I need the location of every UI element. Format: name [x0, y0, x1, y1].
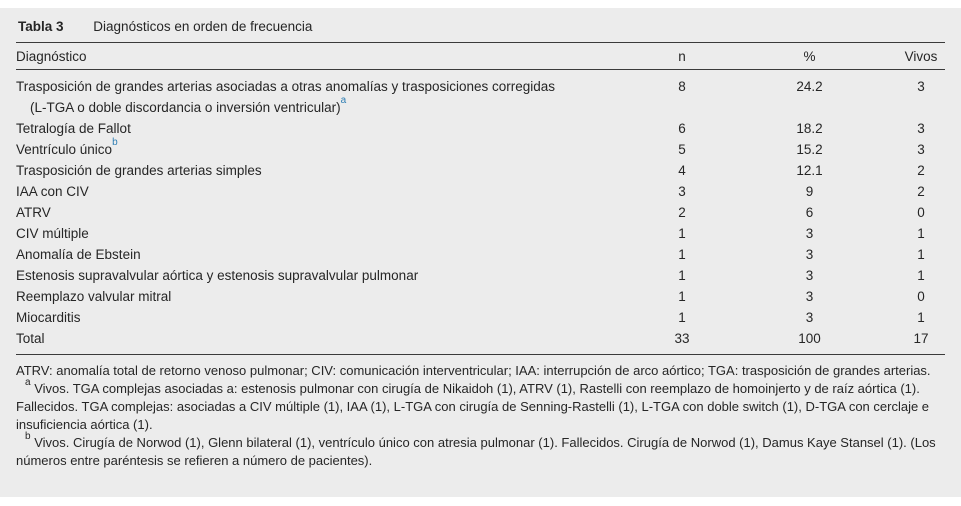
diagnosis-cell: Trasposición de grandes arterias simples — [16, 160, 642, 181]
diagnosis-label: Anomalía de Ebstein — [16, 247, 141, 262]
n-cell: 4 — [678, 163, 686, 178]
table-body: Trasposición de grandes arterias asociad… — [16, 70, 945, 355]
table-row: IAA con CIV 3 9 2 — [16, 181, 945, 202]
table-header: Diagnóstico n % Vivos — [16, 42, 945, 70]
footnote-ref-link[interactable]: b — [112, 136, 118, 148]
pct-cell: 15.2 — [796, 142, 823, 157]
vivos-cell: 1 — [917, 310, 925, 325]
diagnosis-table: Diagnóstico n % Vivos Trasposición de gr… — [16, 42, 945, 355]
pct-cell: 3 — [805, 226, 814, 241]
vivos-cell: 1 — [917, 268, 925, 283]
diagnosis-label: Ventrículo único — [16, 142, 113, 157]
col-header-vivos: Vivos — [897, 42, 945, 70]
table-row: ATRV 2 6 0 — [16, 202, 945, 223]
table-row: Estenosis supravalvular aórtica y esteno… — [16, 265, 945, 286]
n-cell: 1 — [678, 226, 686, 241]
diagnosis-label: Miocarditis — [16, 310, 81, 325]
diagnosis-cell: Anomalía de Ebstein — [16, 244, 642, 265]
vivos-cell: 3 — [917, 121, 925, 136]
pct-cell: 100 — [722, 328, 897, 355]
footnote-a: a Vivos. TGA complejas asociadas a: este… — [16, 376, 945, 434]
diagnosis-cell: Total — [16, 328, 642, 355]
pct-cell: 9 — [805, 184, 814, 199]
diagnosis-label: CIV múltiple — [16, 226, 89, 241]
table-row: Miocarditis 1 3 1 — [16, 307, 945, 328]
col-header-n: n — [642, 42, 722, 70]
diagnosis-label: IAA con CIV — [16, 184, 89, 199]
vivos-cell: 3 — [917, 79, 925, 94]
n-cell: 6 — [678, 121, 686, 136]
diagnosis-cell: Tetralogía de Fallot — [16, 118, 642, 139]
footnote-ref-link[interactable]: a — [340, 94, 347, 106]
diagnosis-label: Trasposición de grandes arterias simples — [16, 163, 262, 178]
pct-cell: 6 — [805, 205, 814, 220]
col-header-pct: % — [722, 42, 897, 70]
table-caption: Tabla 3 Diagnósticos en orden de frecuen… — [18, 18, 945, 36]
diagnosis-label: Estenosis supravalvular aórtica y esteno… — [16, 268, 419, 283]
table-title: Diagnósticos en orden de frecuencia — [93, 19, 313, 34]
footnote-b-marker: b — [25, 430, 31, 442]
vivos-cell: 17 — [897, 328, 945, 355]
diagnosis-label: Reemplazo valvular mitral — [16, 289, 172, 304]
diagnosis-cell: Miocarditis — [16, 307, 642, 328]
pct-cell: 12.1 — [796, 163, 823, 178]
table-row: CIV múltiple 1 3 1 — [16, 223, 945, 244]
diagnosis-cell: Ventrículo únicob — [16, 136, 642, 160]
diagnosis-cell: Trasposición de grandes arterias asociad… — [16, 70, 642, 119]
vivos-cell: 0 — [917, 205, 925, 220]
vivos-cell: 3 — [917, 142, 925, 157]
diagnosis-cell: CIV múltiple — [16, 223, 642, 244]
diagnosis-cell: ATRV — [16, 202, 642, 223]
footnotes: ATRV: anomalía total de retorno venoso p… — [16, 355, 945, 470]
footnote-a-marker: a — [25, 376, 31, 388]
pct-cell: 18.2 — [796, 121, 823, 136]
pct-cell: 24.2 — [796, 79, 823, 94]
n-cell: 3 — [678, 184, 686, 199]
diagnosis-label: Total — [16, 331, 45, 346]
n-cell: 1 — [678, 310, 686, 325]
footnote-b-text: Vivos. Cirugía de Norwod (1), Glenn bila… — [16, 435, 936, 468]
diagnosis-cell: Reemplazo valvular mitral — [16, 286, 642, 307]
diagnosis-cell: Estenosis supravalvular aórtica y esteno… — [16, 265, 642, 286]
diagnosis-label: Trasposición de grandes arterias asociad… — [16, 79, 556, 115]
table-row: Trasposición de grandes arterias simples… — [16, 160, 945, 181]
diagnosis-cell: IAA con CIV — [16, 181, 642, 202]
pct-cell: 3 — [805, 310, 814, 325]
table-row: Anomalía de Ebstein 1 3 1 — [16, 244, 945, 265]
n-cell: 1 — [678, 247, 686, 262]
diagnosis-label: ATRV — [16, 205, 51, 220]
table-number-label: Tabla 3 — [18, 19, 64, 34]
n-cell: 8 — [678, 79, 686, 94]
abbreviations-note: ATRV: anomalía total de retorno venoso p… — [16, 363, 931, 378]
pct-cell: 3 — [805, 289, 814, 304]
diagnosis-label: Tetralogía de Fallot — [16, 121, 131, 136]
table-row: Reemplazo valvular mitral 1 3 0 — [16, 286, 945, 307]
pct-cell: 3 — [805, 247, 814, 262]
vivos-cell: 2 — [917, 184, 925, 199]
pct-cell: 3 — [805, 268, 814, 283]
n-cell: 5 — [678, 142, 686, 157]
footnote-a-text: Vivos. TGA complejas asociadas a: esteno… — [16, 381, 930, 432]
footnote-b: b Vivos. Cirugía de Norwod (1), Glenn bi… — [16, 430, 945, 470]
n-cell: 1 — [678, 268, 686, 283]
vivos-cell: 0 — [917, 289, 925, 304]
col-header-diagnostico: Diagnóstico — [16, 42, 642, 70]
table-row: Trasposición de grandes arterias asociad… — [16, 70, 945, 119]
n-cell: 1 — [678, 289, 686, 304]
table-row: Tetralogía de Fallot 6 18.2 3 — [16, 118, 945, 139]
vivos-cell: 1 — [917, 226, 925, 241]
table-panel: Tabla 3 Diagnósticos en orden de frecuen… — [0, 8, 961, 497]
table-row: Ventrículo únicob 5 15.2 3 — [16, 136, 945, 160]
vivos-cell: 2 — [917, 163, 925, 178]
vivos-cell: 1 — [917, 247, 925, 262]
n-cell: 2 — [678, 205, 686, 220]
header-row: Diagnóstico n % Vivos — [16, 42, 945, 70]
n-cell: 33 — [642, 328, 722, 355]
table-row: Total 33 100 17 — [16, 328, 945, 355]
